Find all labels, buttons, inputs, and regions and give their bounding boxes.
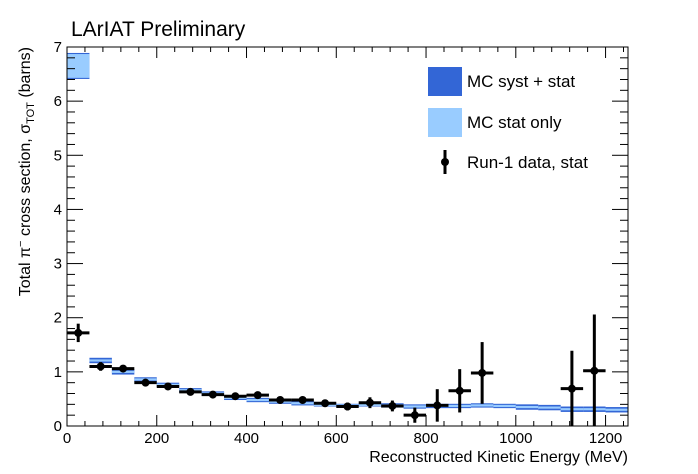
y-tick-label: 1 — [54, 364, 62, 381]
y-tick-label: 3 — [54, 256, 62, 273]
y-axis-title-sub: TOT — [25, 102, 37, 124]
data-point — [141, 378, 150, 387]
y-tick-label: 2 — [54, 310, 62, 327]
y-tick-label: 7 — [54, 39, 62, 56]
x-tick-label: 200 — [144, 430, 169, 447]
legend-label-data: Run-1 data, stat — [467, 153, 588, 172]
legend-swatch-stat — [428, 108, 462, 137]
y-tick-label: 4 — [54, 201, 62, 218]
legend-swatch-syst — [428, 67, 462, 96]
legend-marker — [441, 158, 449, 166]
data-point — [478, 368, 487, 377]
data-point — [455, 386, 464, 395]
data-point — [321, 399, 330, 408]
mc-stat-band — [470, 404, 494, 407]
data-point — [365, 398, 374, 407]
data-point — [388, 401, 397, 410]
data-point — [208, 390, 217, 399]
data-point — [119, 364, 128, 373]
data-point — [567, 384, 576, 393]
data-point — [276, 396, 285, 405]
x-tick-label: 600 — [324, 430, 349, 447]
x-tick-label: 0 — [63, 430, 71, 447]
data-point — [186, 387, 195, 396]
y-tick-label: 0 — [54, 418, 62, 435]
y-tick-label: 6 — [54, 93, 62, 110]
mc-stat-band — [605, 408, 628, 411]
y-axis-title-prefix: Total π — [17, 247, 34, 296]
y-axis-title: Total π− cross section, σTOT (barns) — [15, 47, 37, 296]
mc-stat-band — [493, 404, 516, 408]
data-point — [231, 392, 240, 401]
mc-stat-band — [515, 405, 539, 409]
legend-label-stat: MC stat only — [467, 113, 562, 132]
mc-stat-band — [246, 398, 269, 402]
data-point — [410, 411, 419, 420]
x-tick-label: 400 — [234, 430, 259, 447]
plot-frame — [66, 46, 629, 427]
data-points — [67, 314, 606, 426]
data-point — [590, 366, 599, 375]
mc-stat-band — [89, 359, 112, 362]
x-tick-label: 1200 — [589, 430, 622, 447]
mc-stat-band — [403, 405, 427, 408]
y-tick-label: 5 — [54, 147, 62, 164]
mc-stat-band — [67, 54, 90, 78]
y-axis-title-suffix: (barns) — [17, 47, 34, 102]
data-point — [433, 401, 442, 410]
x-axis-title: Reconstructed Kinetic Energy (MeV) — [369, 449, 628, 466]
axes: 0 200 400 600 800 1000 1200 0 1 2 3 4 5 6 7 — [54, 39, 628, 447]
data-point — [74, 328, 83, 337]
mc-stat-band — [538, 406, 561, 409]
data-point — [343, 402, 352, 411]
x-tick-label: 800 — [414, 430, 439, 447]
y-axis-title-middle: cross section, σ — [17, 124, 34, 241]
data-point — [298, 396, 307, 405]
chart-title: LArIAT Preliminary — [71, 18, 246, 41]
data-point — [163, 382, 172, 391]
x-tick-label: 1000 — [499, 430, 532, 447]
y-axis-title-sup: − — [15, 241, 27, 247]
legend: MC syst + stat MC stat only Run-1 data, … — [428, 67, 588, 174]
legend-label-syst: MC syst + stat — [467, 72, 575, 91]
data-point — [253, 391, 262, 400]
data-point — [96, 362, 105, 371]
